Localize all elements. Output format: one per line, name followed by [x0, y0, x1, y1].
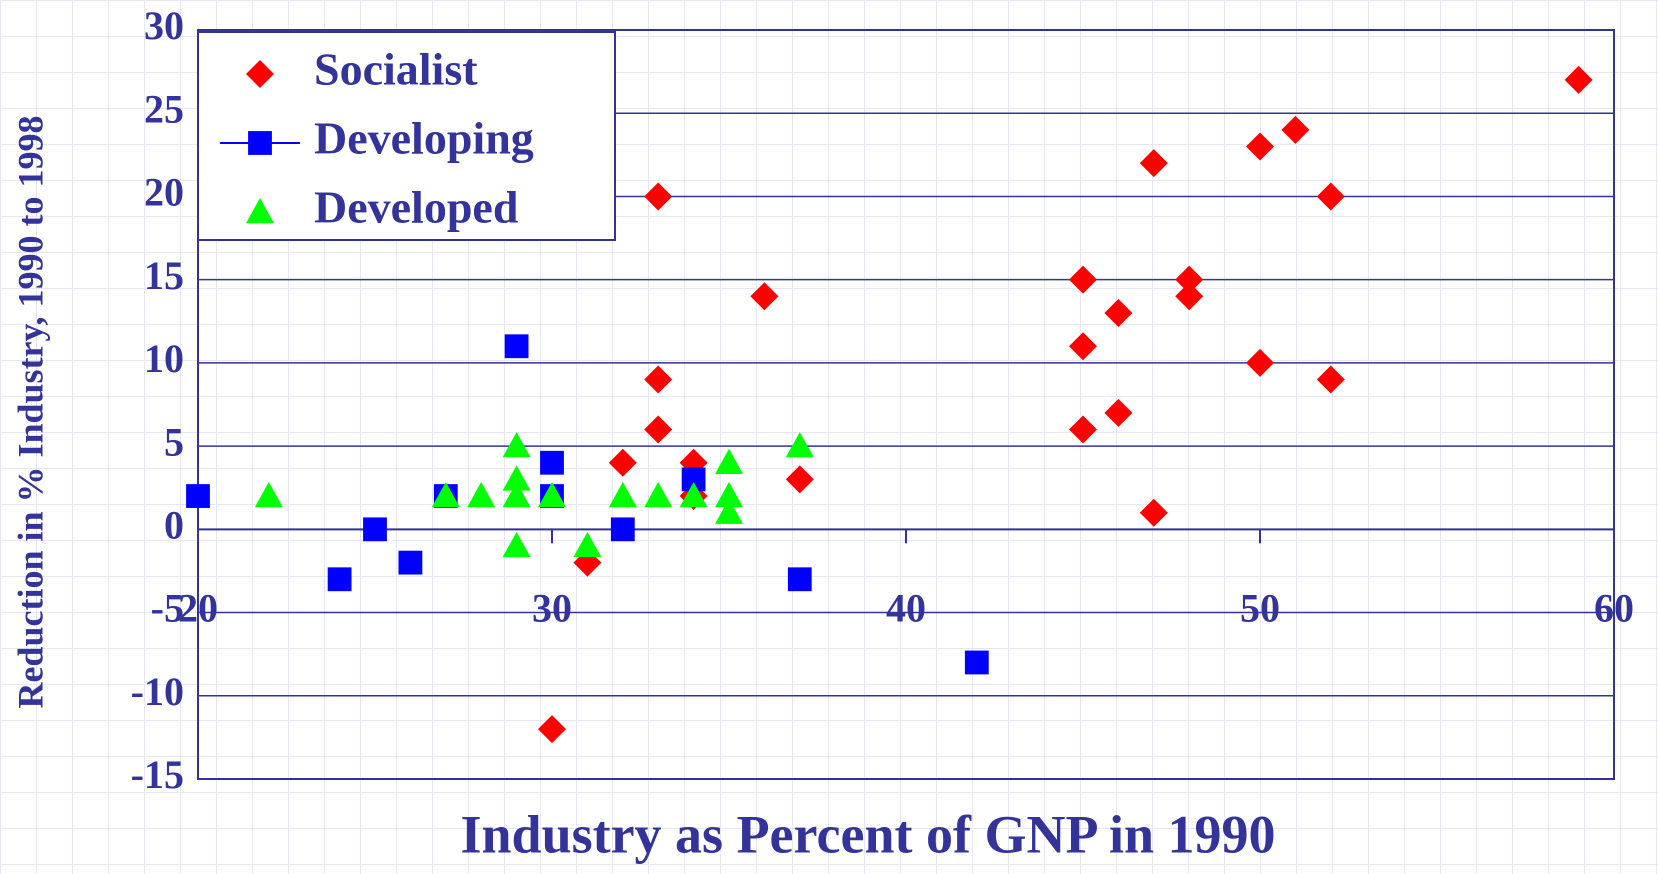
y-tick-label: 10 — [144, 336, 184, 381]
point — [431, 482, 460, 508]
point — [327, 567, 352, 592]
y-tick-label: 30 — [144, 3, 184, 48]
y-tick-label: 0 — [164, 503, 184, 548]
point — [1069, 265, 1097, 294]
y-tick-label: -15 — [131, 752, 184, 797]
point — [502, 432, 531, 458]
x-tick-label: 50 — [1240, 586, 1280, 631]
point — [186, 484, 210, 508]
point — [1139, 498, 1168, 527]
point — [681, 467, 706, 492]
point — [1316, 182, 1345, 211]
y-tick-label: 15 — [144, 253, 184, 298]
point — [715, 448, 743, 474]
point — [679, 482, 708, 508]
y-tick-label: 20 — [144, 170, 184, 215]
x-tick-label: 40 — [886, 586, 926, 631]
point — [610, 517, 635, 542]
y-tick-label: 25 — [144, 86, 184, 131]
x-axis-title: Industry as Percent of GNP in 1990 — [460, 804, 1275, 864]
point — [467, 482, 496, 508]
point — [538, 715, 566, 744]
legend-label: Socialist — [314, 44, 478, 95]
x-tick-label: 30 — [532, 586, 572, 631]
point — [644, 365, 673, 394]
point — [1246, 348, 1274, 377]
legend-label: Developed — [314, 182, 519, 233]
point — [254, 482, 283, 508]
point — [785, 465, 814, 494]
y-tick-label: -5 — [151, 586, 184, 631]
point — [573, 531, 602, 558]
y-tick-label: 5 — [164, 419, 184, 464]
point — [1069, 332, 1097, 361]
point — [1104, 398, 1133, 427]
point — [1281, 115, 1310, 144]
point — [363, 517, 387, 542]
legend-label: Developing — [314, 113, 534, 164]
point — [540, 450, 564, 475]
point — [715, 498, 743, 524]
point — [787, 567, 812, 592]
legend-marker — [248, 131, 272, 155]
point — [1139, 149, 1168, 178]
point — [964, 650, 989, 675]
point — [538, 482, 566, 508]
point — [715, 482, 743, 508]
point — [644, 482, 673, 508]
point — [1246, 132, 1274, 161]
point — [504, 334, 529, 359]
point — [608, 448, 637, 477]
point — [644, 182, 673, 211]
point — [644, 415, 673, 444]
legend-marker — [246, 198, 274, 224]
point — [608, 482, 637, 508]
y-tick-label: -10 — [131, 669, 184, 714]
legend-marker — [246, 60, 274, 88]
point — [785, 432, 814, 458]
point — [1175, 282, 1204, 311]
point — [750, 282, 779, 311]
point — [1104, 298, 1133, 327]
x-tick-label: 20 — [178, 586, 218, 631]
point — [1069, 415, 1097, 444]
point — [1564, 65, 1593, 94]
point — [502, 482, 531, 508]
point — [502, 531, 531, 558]
point — [1316, 365, 1345, 394]
y-axis-title: Reduction in % Industry, 1990 to 1998 — [10, 115, 50, 708]
x-tick-label: 60 — [1594, 586, 1634, 631]
point — [1175, 265, 1204, 294]
point — [502, 465, 531, 491]
point — [398, 550, 423, 575]
